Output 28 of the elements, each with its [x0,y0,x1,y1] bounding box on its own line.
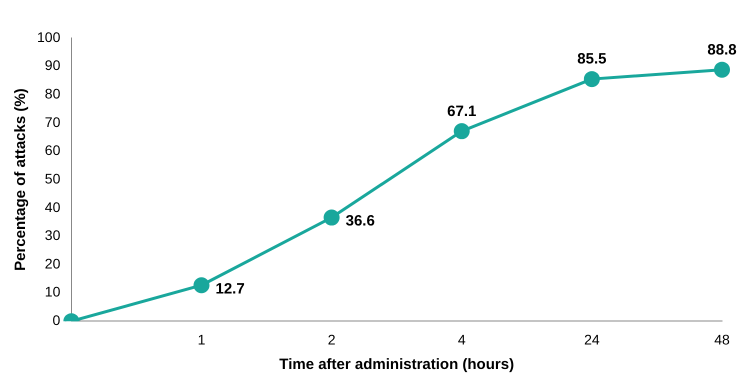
y-tick-label: 40 [44,198,61,215]
y-tick-label: 20 [44,255,61,272]
point [714,62,730,78]
point [324,210,340,226]
x-tick-label: 24 [584,331,600,348]
x-tick-label: 2 [328,331,336,348]
y-tick-label: 30 [44,227,61,244]
y-tick-label: 60 [44,142,61,158]
y-tick-label: 80 [44,86,61,102]
y-tick-label: 50 [44,170,61,186]
y-axis-title: Percentage of attacks (%) [12,88,30,271]
x-tick-label: 48 [714,331,730,348]
x-tick-label: 4 [458,331,466,348]
x-axis-title: Time after administration (hours) [279,356,514,374]
point [584,71,600,88]
y-tick-label: 0 [52,312,61,328]
x-tick-label: 1 [198,331,206,348]
data-label: 88.8 [707,41,737,58]
data-label: 67.1 [447,102,476,120]
y-tick-label: 100 [37,28,61,45]
y-tick-label: 70 [44,114,61,130]
y-tick-label: 10 [44,284,61,300]
data-label: 36.6 [346,212,375,230]
data-label: 85.5 [577,50,606,68]
data-label: 12.7 [215,280,245,298]
point [454,123,470,140]
point [193,277,210,294]
y-tick-label: 90 [44,57,61,74]
